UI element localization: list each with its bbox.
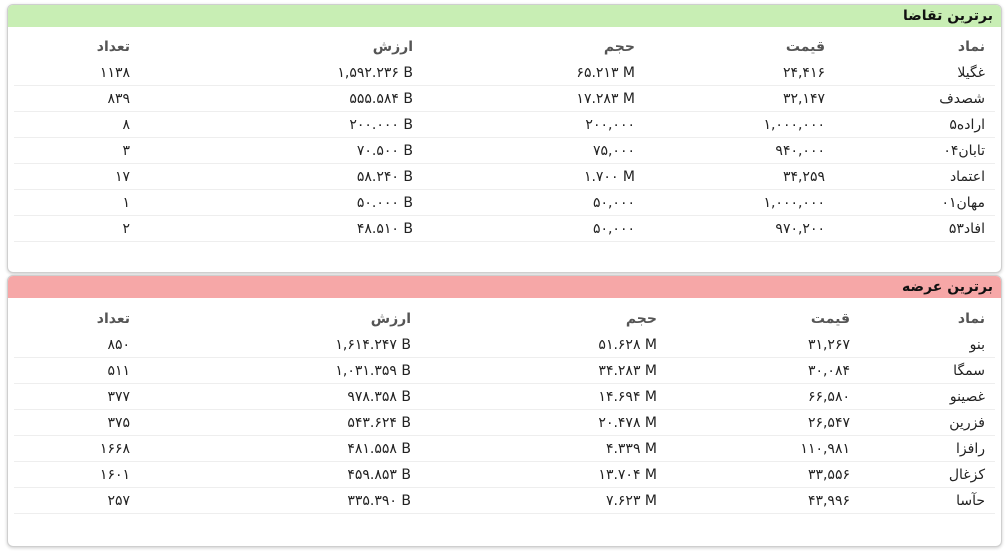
table-cell: ۱,۰۳۱.۳۵۹ B (335, 363, 411, 379)
table-cell: ۱۶۶۸ (99, 441, 130, 457)
table-cell: ۱ (122, 195, 130, 211)
table-cell: ۳۷۵ (107, 415, 130, 431)
column-header: حجم (625, 311, 657, 327)
column-header: نماد (957, 311, 985, 327)
symbol-cell: غگیلا (957, 65, 985, 81)
table-cell: ۶۶,۵۸۰ (807, 389, 850, 405)
table-cell: ۴۳,۹۹۶ (807, 493, 850, 509)
table-cell: ۱,۵۹۲.۲۳۶ B (337, 65, 413, 81)
column-header: ارزش (370, 311, 411, 327)
row-divider (14, 463, 995, 488)
table-cell: ۵۰,۰۰۰ (592, 195, 635, 211)
table-cell: ۵۰,۰۰۰ (592, 221, 635, 237)
table-cell: ۵۰.۰۰۰ B (356, 195, 413, 211)
row-divider (14, 61, 995, 86)
symbol-cell: اعتماد (949, 169, 985, 185)
symbol-cell: اراده۵ (949, 117, 985, 133)
table-cell: ۱,۰۰۰,۰۰۰ (763, 117, 825, 133)
table-cell: ۸ (122, 117, 130, 133)
table-cell: ۲۰۰.۰۰۰ B (349, 117, 413, 133)
table-cell: ۶۵.۲۱۳ M (576, 65, 635, 81)
row-divider (14, 191, 995, 216)
table-cell: ۵۱.۶۲۸ M (598, 337, 657, 353)
table-cell: ۱۱۰,۹۸۱ (800, 441, 850, 457)
row-divider (14, 411, 995, 436)
table-cell: ۳۳,۵۵۶ (807, 467, 850, 483)
table-cell: ۱۱۳۸ (99, 65, 130, 81)
table-cell: ۳۱,۲۶۷ (807, 337, 850, 353)
row-divider (14, 217, 995, 242)
table-cell: ۸۳۹ (107, 91, 130, 107)
symbol-cell: رافزا (956, 441, 985, 457)
row-divider (14, 359, 995, 384)
table-cell: ۱۴.۶۹۴ M (598, 389, 657, 405)
table-cell: ۱.۷۰۰ M (583, 169, 635, 185)
table-cell: ۲۰.۴۷۸ M (598, 415, 657, 431)
table-cell: ۲۴,۴۱۶ (782, 65, 825, 81)
row-divider (14, 113, 995, 138)
row-divider (14, 333, 995, 358)
table-cell: ۱۳.۷۰۴ M (598, 467, 657, 483)
table-cell: ۵۱۱ (107, 363, 130, 379)
table-cell: ۴۸.۵۱۰ B (356, 221, 413, 237)
table-cell: ۵۸.۲۴۰ B (356, 169, 413, 185)
column-header: تعداد (96, 311, 130, 327)
table-cell: ۲۰۰,۰۰۰ (585, 117, 635, 133)
table-cell: ۴۸۱.۵۵۸ B (347, 441, 411, 457)
panel: برترین عرضه نماد قیمت حجم ارزش تعداد بنو ۳۱,۲۶۷… (7, 275, 1002, 547)
table-cell: ۹۴۰,۰۰۰ (775, 143, 825, 159)
table-cell: ۸۵۰ (107, 337, 130, 353)
row-divider (14, 139, 995, 164)
table-cell: ۷.۶۲۳ M (605, 493, 657, 509)
table-cell: ۲۶,۵۴۷ (807, 415, 850, 431)
table-cell: ۵۵۵.۵۸۴ B (349, 91, 413, 107)
row-divider (14, 437, 995, 462)
symbol-cell: تابان۰۴ (943, 143, 985, 159)
table-cell: ۱,۶۱۴.۲۴۷ B (335, 337, 411, 353)
symbol-cell: غصینو (949, 389, 985, 405)
table-cell: ۳ (122, 143, 130, 159)
row-divider (14, 165, 995, 190)
table-cell: ۵۴۳.۶۲۴ B (347, 415, 411, 431)
row-divider (14, 489, 995, 514)
table-cell: ۱,۰۰۰,۰۰۰ (763, 195, 825, 211)
panel-title: برترین تقاضا (8, 5, 1001, 27)
panel: برترین تقاضا نماد قیمت حجم ارزش تعداد غگیلا ۲۴,… (7, 4, 1002, 273)
symbol-cell: شصدف (939, 91, 985, 107)
table-cell: ۳۷۷ (107, 389, 130, 405)
column-header: تعداد (96, 39, 130, 55)
symbol-cell: افاد۵۳ (948, 221, 985, 237)
table-cell: ۷۵,۰۰۰ (592, 143, 635, 159)
row-divider (14, 385, 995, 410)
table-cell: ۴.۳۳۹ M (605, 441, 657, 457)
table-cell: ۴۵۹.۸۵۳ B (347, 467, 411, 483)
column-header: ارزش (372, 39, 413, 55)
symbol-cell: بنو (969, 337, 985, 353)
symbol-cell: سمگا (953, 363, 985, 379)
table-cell: ۱۶۰۱ (99, 467, 130, 483)
column-header: قیمت (785, 39, 825, 55)
table-cell: ۹۷۸.۳۵۸ B (347, 389, 411, 405)
panel-title: برترین عرضه (8, 276, 1001, 298)
table-cell: ۳۴,۲۵۹ (782, 169, 825, 185)
symbol-cell: کزغال (948, 467, 985, 483)
symbol-cell: مهان۰۱ (941, 195, 985, 211)
table-cell: ۱۷.۲۸۳ M (576, 91, 635, 107)
table-cell: ۷۰.۵۰۰ B (356, 143, 413, 159)
column-header: قیمت (810, 311, 850, 327)
table-cell: ۱۷ (114, 169, 130, 185)
table-cell: ۲ (122, 221, 130, 237)
symbol-cell: فزرین (949, 415, 985, 431)
table-cell: ۹۷۰,۲۰۰ (775, 221, 825, 237)
table-cell: ۳۴.۲۸۳ M (598, 363, 657, 379)
table-cell: ۳۰,۰۸۴ (807, 363, 850, 379)
column-header: حجم (603, 39, 635, 55)
table-cell: ۲۵۷ (107, 493, 130, 509)
table-cell: ۳۳۵.۳۹۰ B (347, 493, 411, 509)
column-header: نماد (957, 39, 985, 55)
table-cell: ۳۲,۱۴۷ (782, 91, 825, 107)
row-divider (14, 87, 995, 112)
symbol-cell: حآسا (956, 493, 985, 509)
